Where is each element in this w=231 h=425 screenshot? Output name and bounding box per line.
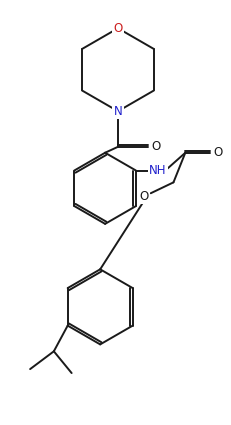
Text: NH: NH: [149, 164, 166, 177]
Text: O: O: [113, 22, 123, 35]
Text: N: N: [114, 105, 122, 118]
Text: O: O: [139, 190, 149, 203]
Text: O: O: [213, 146, 222, 159]
Text: O: O: [151, 140, 160, 153]
